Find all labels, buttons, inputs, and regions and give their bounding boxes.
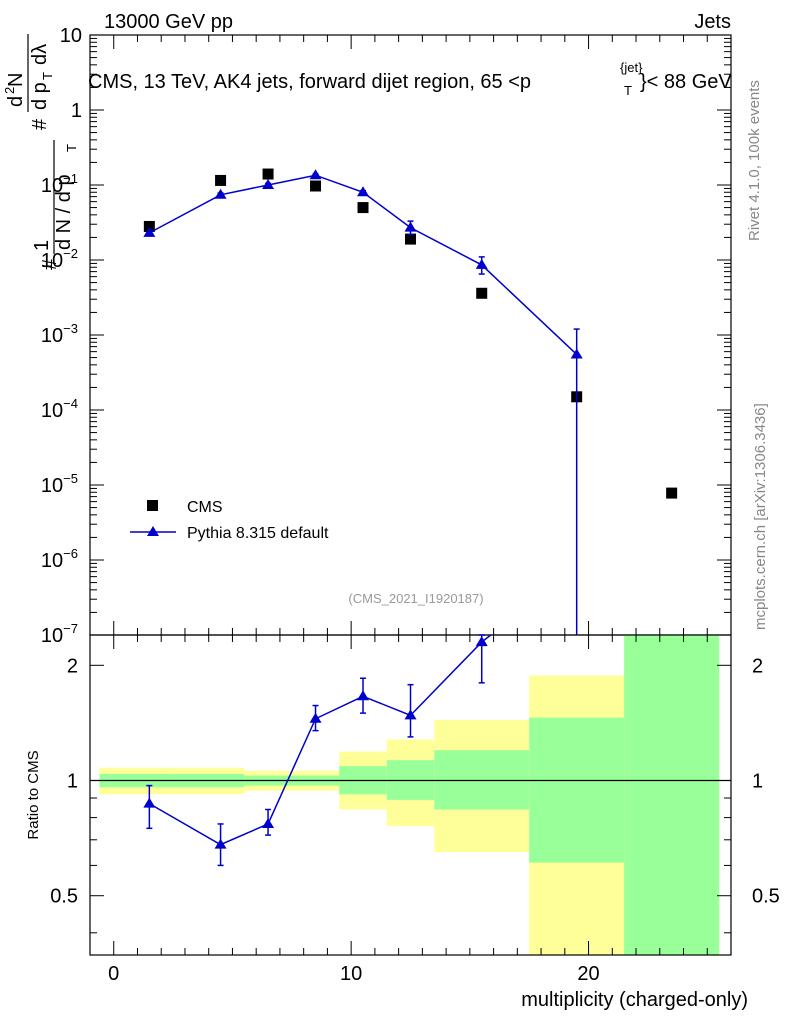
cms-point [476,287,488,299]
svg-text:2: 2 [2,87,17,94]
legend-pythia-label: Pythia 8.315 default [187,525,329,542]
y-tick-label: 1 [71,100,82,122]
ratio-band-green [624,635,720,955]
ratio-point [404,709,417,720]
ratio-pythia-line [148,634,492,846]
y-tick-label: 10−2 [41,246,78,272]
xlabel: multiplicity (charged-only) [521,989,748,1011]
ratio-y-tick-label-right: 0.5 [752,886,780,908]
svg-text:N: N [5,73,27,87]
x-tick-label: 10 [340,963,362,985]
svg-text:CMS, 13 TeV, AK4 jets, forward: CMS, 13 TeV, AK4 jets, forward dijet reg… [88,71,531,93]
pythia-point [357,186,370,197]
main-axes: 10−7 10−6 10−5 10−4 10−3 10−2 10−1 1 10 [41,25,731,647]
cms-point [357,202,369,214]
svg-text:#: # [39,258,61,270]
pythia-point [570,348,583,359]
pythia-point [143,226,156,237]
y-tick-label: 10−3 [41,321,78,347]
svg-text:d p: d p [29,82,51,110]
main-data [143,168,678,635]
legend-cms-marker [147,500,158,511]
svg-text:}< 88 GeV: }< 88 GeV [640,71,732,93]
svg-text:dλ: dλ [29,44,51,65]
svg-text:{jet}: {jet} [620,60,643,75]
cms-point [310,180,322,192]
x-tick-label: 0 [108,963,119,985]
pythia-point [214,188,227,199]
ratio-data [143,634,492,867]
rivet-label: Rivet 4.1.0, 100k events [746,80,763,241]
ratio-band-green [434,750,530,810]
analysis-id: (CMS_2021_I1920187) [348,591,483,606]
ratio-y-tick-label: 2 [67,655,78,677]
legend-pythia-marker [147,526,159,536]
ratio-y-tick-label-right: 1 [752,771,763,793]
svg-text:T: T [40,72,55,80]
ratio-bands [99,635,720,955]
y-tick-label: 10−7 [41,621,78,647]
ratio-point [262,817,275,828]
pythia-point [404,221,417,232]
svg-text:T: T [64,144,79,152]
legend-cms-label: CMS [187,499,223,516]
y-tick-label: 10 [60,25,82,47]
cms-point [262,168,274,180]
ratio-point [214,838,227,849]
pythia-point [262,179,275,189]
svg-text:#: # [29,118,51,130]
ratio-point [309,712,322,723]
ratio-point [357,690,370,701]
process-label: Jets [694,11,731,33]
main-frame [89,34,732,636]
legend: CMS Pythia 8.315 default [130,499,329,542]
ratio-band-green [529,717,625,863]
plot-title: CMS, 13 TeV, AK4 jets, forward dijet reg… [88,60,732,98]
ratio-y-tick-label-right: 2 [752,655,763,677]
x-tick-label: 20 [577,963,599,985]
energy-label: 13000 GeV pp [104,11,233,33]
pythia-line [148,174,578,356]
ratio-axes: 0 10 20 0.5 0.5 1 1 2 2 [50,635,780,985]
cms-point [215,174,227,186]
svg-text:d N / d p: d N / d p [53,174,75,250]
ratio-ylabel: Ratio to CMS [25,750,42,839]
y-tick-label: 10−5 [41,471,78,497]
svg-text:T: T [624,83,632,98]
cms-point [666,487,678,499]
pythia-point [309,169,322,180]
ratio-y-tick-label: 1 [67,771,78,793]
main-ylabel: # 1 d N / d p T # d 2 N d p T dλ [2,34,79,270]
ratio-point [143,797,156,808]
ratio-y-tick-label: 0.5 [50,886,78,908]
svg-text:1: 1 [31,240,53,251]
ratio-frame [89,634,732,956]
ratio-point [475,636,488,647]
pythia-point [475,258,488,269]
y-tick-label: 10−6 [41,546,78,572]
svg-text:d: d [5,96,27,107]
y-tick-label: 10−1 [41,171,78,197]
mcplots-label: mcplots.cern.ch [arXiv:1306.3436] [752,403,769,630]
cms-point [143,220,155,232]
cms-point [405,233,416,245]
y-tick-label: 10−4 [41,396,78,422]
